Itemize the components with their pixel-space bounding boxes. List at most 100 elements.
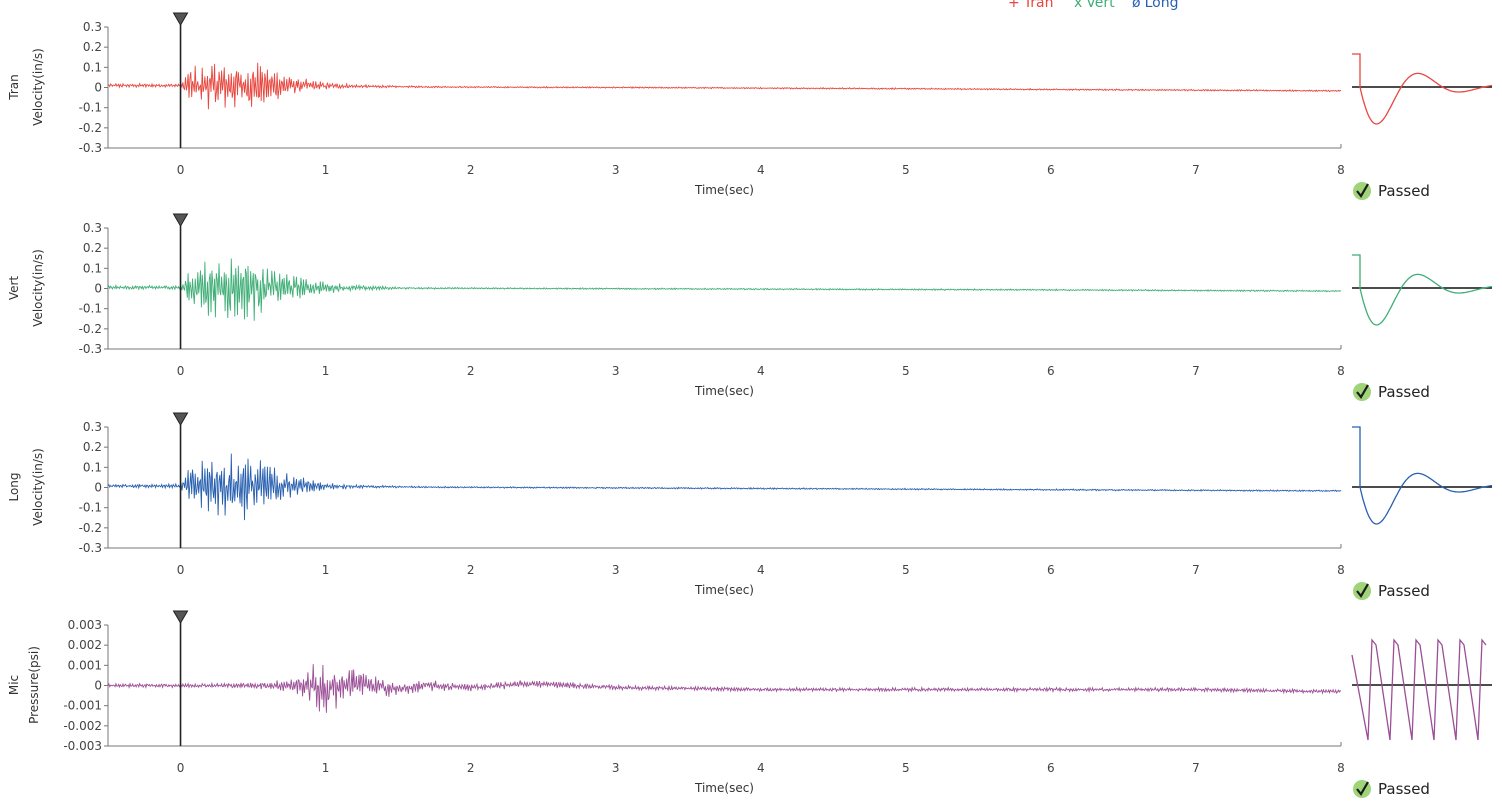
x-tick-label: 5: [902, 364, 910, 378]
y-tick-label: -0.3: [79, 541, 102, 555]
y-tick-label: -0.2: [79, 121, 102, 135]
x-axis-label: Time(sec): [694, 781, 754, 795]
y-tick-label: -0.2: [79, 521, 102, 535]
x-tick-label: 4: [757, 364, 765, 378]
panel-tran: Tran Velocity(in/s) 0.3 0.2 0.1 0 -0.1 -0.2 -0.3…: [7, 12, 1493, 200]
waveform-long: [107, 453, 1342, 521]
y-tick-label: -0.2: [79, 322, 102, 336]
x-tick-label: 7: [1192, 563, 1200, 577]
status-label: Passed: [1378, 582, 1430, 600]
waveform-tran: [107, 62, 1342, 110]
channel-label: Mic: [7, 675, 21, 695]
y-tick-label: 0.003: [68, 618, 102, 632]
y-tick-label: 0.1: [83, 261, 102, 275]
y-tick-label: 0.3: [83, 221, 102, 235]
panel-long: Long Velocity(in/s) 0.3 0.2 0.1 0 -0.1 -0.2 -0.3…: [7, 412, 1493, 600]
y-tick-label: -0.1: [79, 302, 102, 316]
y-tick-label: -0.002: [63, 719, 102, 733]
y-axis-label: Velocity(in/s): [31, 249, 45, 327]
x-tick-label: 1: [322, 563, 330, 577]
y-tick-label: 0.3: [83, 420, 102, 434]
y-tick-label: 0.002: [68, 638, 102, 652]
x-tick-label: 2: [467, 563, 475, 577]
x-tick-label: 5: [902, 563, 910, 577]
trigger-marker-icon: [172, 213, 189, 227]
y-tick-label: 0.3: [83, 20, 102, 34]
x-tick-label: 8: [1337, 563, 1345, 577]
y-tick-label: -0.001: [63, 699, 102, 713]
x-tick-label: 7: [1192, 761, 1200, 775]
y-axis-label: Velocity(in/s): [31, 48, 45, 126]
x-tick-label: 4: [757, 163, 765, 177]
y-tick-label: 0: [94, 81, 102, 95]
trigger-marker-icon: [172, 12, 189, 26]
x-tick-label: 3: [612, 563, 620, 577]
y-tick-label: 0.2: [83, 241, 102, 255]
x-tick-label: 1: [322, 761, 330, 775]
x-tick-label: 3: [612, 761, 620, 775]
waveform-mic: [107, 664, 1342, 713]
x-tick-label: 3: [612, 364, 620, 378]
y-tick-label: 0: [94, 679, 102, 693]
calibration-curve: [1352, 426, 1493, 525]
y-tick-label: -0.3: [79, 141, 102, 155]
x-tick-label: 6: [1047, 761, 1055, 775]
x-tick-label: 4: [757, 563, 765, 577]
y-tick-label: -0.1: [79, 101, 102, 115]
x-tick-label: 0: [177, 364, 185, 378]
check-mark: [1356, 384, 1369, 399]
status-label: Passed: [1378, 182, 1430, 200]
y-tick-label: 0.001: [68, 658, 102, 672]
channel-label: Vert: [7, 276, 21, 301]
y-tick-label: -0.003: [63, 739, 102, 753]
y-axis-label: Pressure(psi): [27, 646, 41, 724]
y-tick-label: 0: [94, 282, 102, 296]
x-axis-label: Time(sec): [694, 384, 754, 398]
x-tick-label: 0: [177, 163, 185, 177]
waveform-vert: [107, 258, 1342, 321]
x-tick-label: 8: [1337, 163, 1345, 177]
x-tick-label: 7: [1192, 364, 1200, 378]
check-mark: [1356, 781, 1369, 796]
x-tick-label: 2: [467, 761, 475, 775]
x-tick-label: 1: [322, 163, 330, 177]
legend-item-tran: + Tran: [1008, 0, 1053, 11]
calibration-curve: [1351, 638, 1487, 741]
status-label: Passed: [1378, 383, 1430, 401]
y-axis-label: Velocity(in/s): [31, 448, 45, 526]
check-mark: [1356, 583, 1369, 598]
x-tick-label: 6: [1047, 563, 1055, 577]
x-tick-label: 5: [902, 761, 910, 775]
x-tick-label: 5: [902, 163, 910, 177]
calibration-curve: [1352, 53, 1493, 125]
calibration-curve: [1352, 254, 1493, 326]
legend-item-vert: x Vert: [1074, 0, 1115, 11]
y-tick-label: 0.2: [83, 40, 102, 54]
x-tick-label: 7: [1192, 163, 1200, 177]
x-tick-label: 6: [1047, 364, 1055, 378]
x-tick-label: 8: [1337, 364, 1345, 378]
y-tick-label: -0.3: [79, 342, 102, 356]
y-tick-label: -0.1: [79, 501, 102, 515]
y-tick-label: 0.1: [83, 60, 102, 74]
trigger-marker-icon: [172, 412, 189, 426]
status-label: Passed: [1378, 780, 1430, 798]
panel-mic: Mic Pressure(psi) 0.003 0.002 0.001 0 -0.001 -0…: [7, 610, 1492, 798]
x-tick-label: 2: [467, 364, 475, 378]
x-axis-label: Time(sec): [694, 583, 754, 597]
x-tick-label: 2: [467, 163, 475, 177]
panel-vert: Vert Velocity(in/s) 0.3 0.2 0.1 0 -0.1 -0.2 -0.3…: [7, 213, 1493, 401]
x-tick-label: 1: [322, 364, 330, 378]
channel-label: Tran: [7, 74, 21, 100]
y-tick-label: 0.2: [83, 440, 102, 454]
x-axis-label: Time(sec): [694, 183, 754, 197]
legend: + Tran x Vert ø Long: [1008, 0, 1178, 11]
trigger-marker-icon: [172, 610, 189, 624]
y-tick-label: 0.1: [83, 460, 102, 474]
x-tick-label: 3: [612, 163, 620, 177]
x-tick-label: 6: [1047, 163, 1055, 177]
check-mark: [1356, 183, 1369, 198]
y-tick-label: 0: [94, 481, 102, 495]
legend-item-long: ø Long: [1132, 0, 1178, 11]
